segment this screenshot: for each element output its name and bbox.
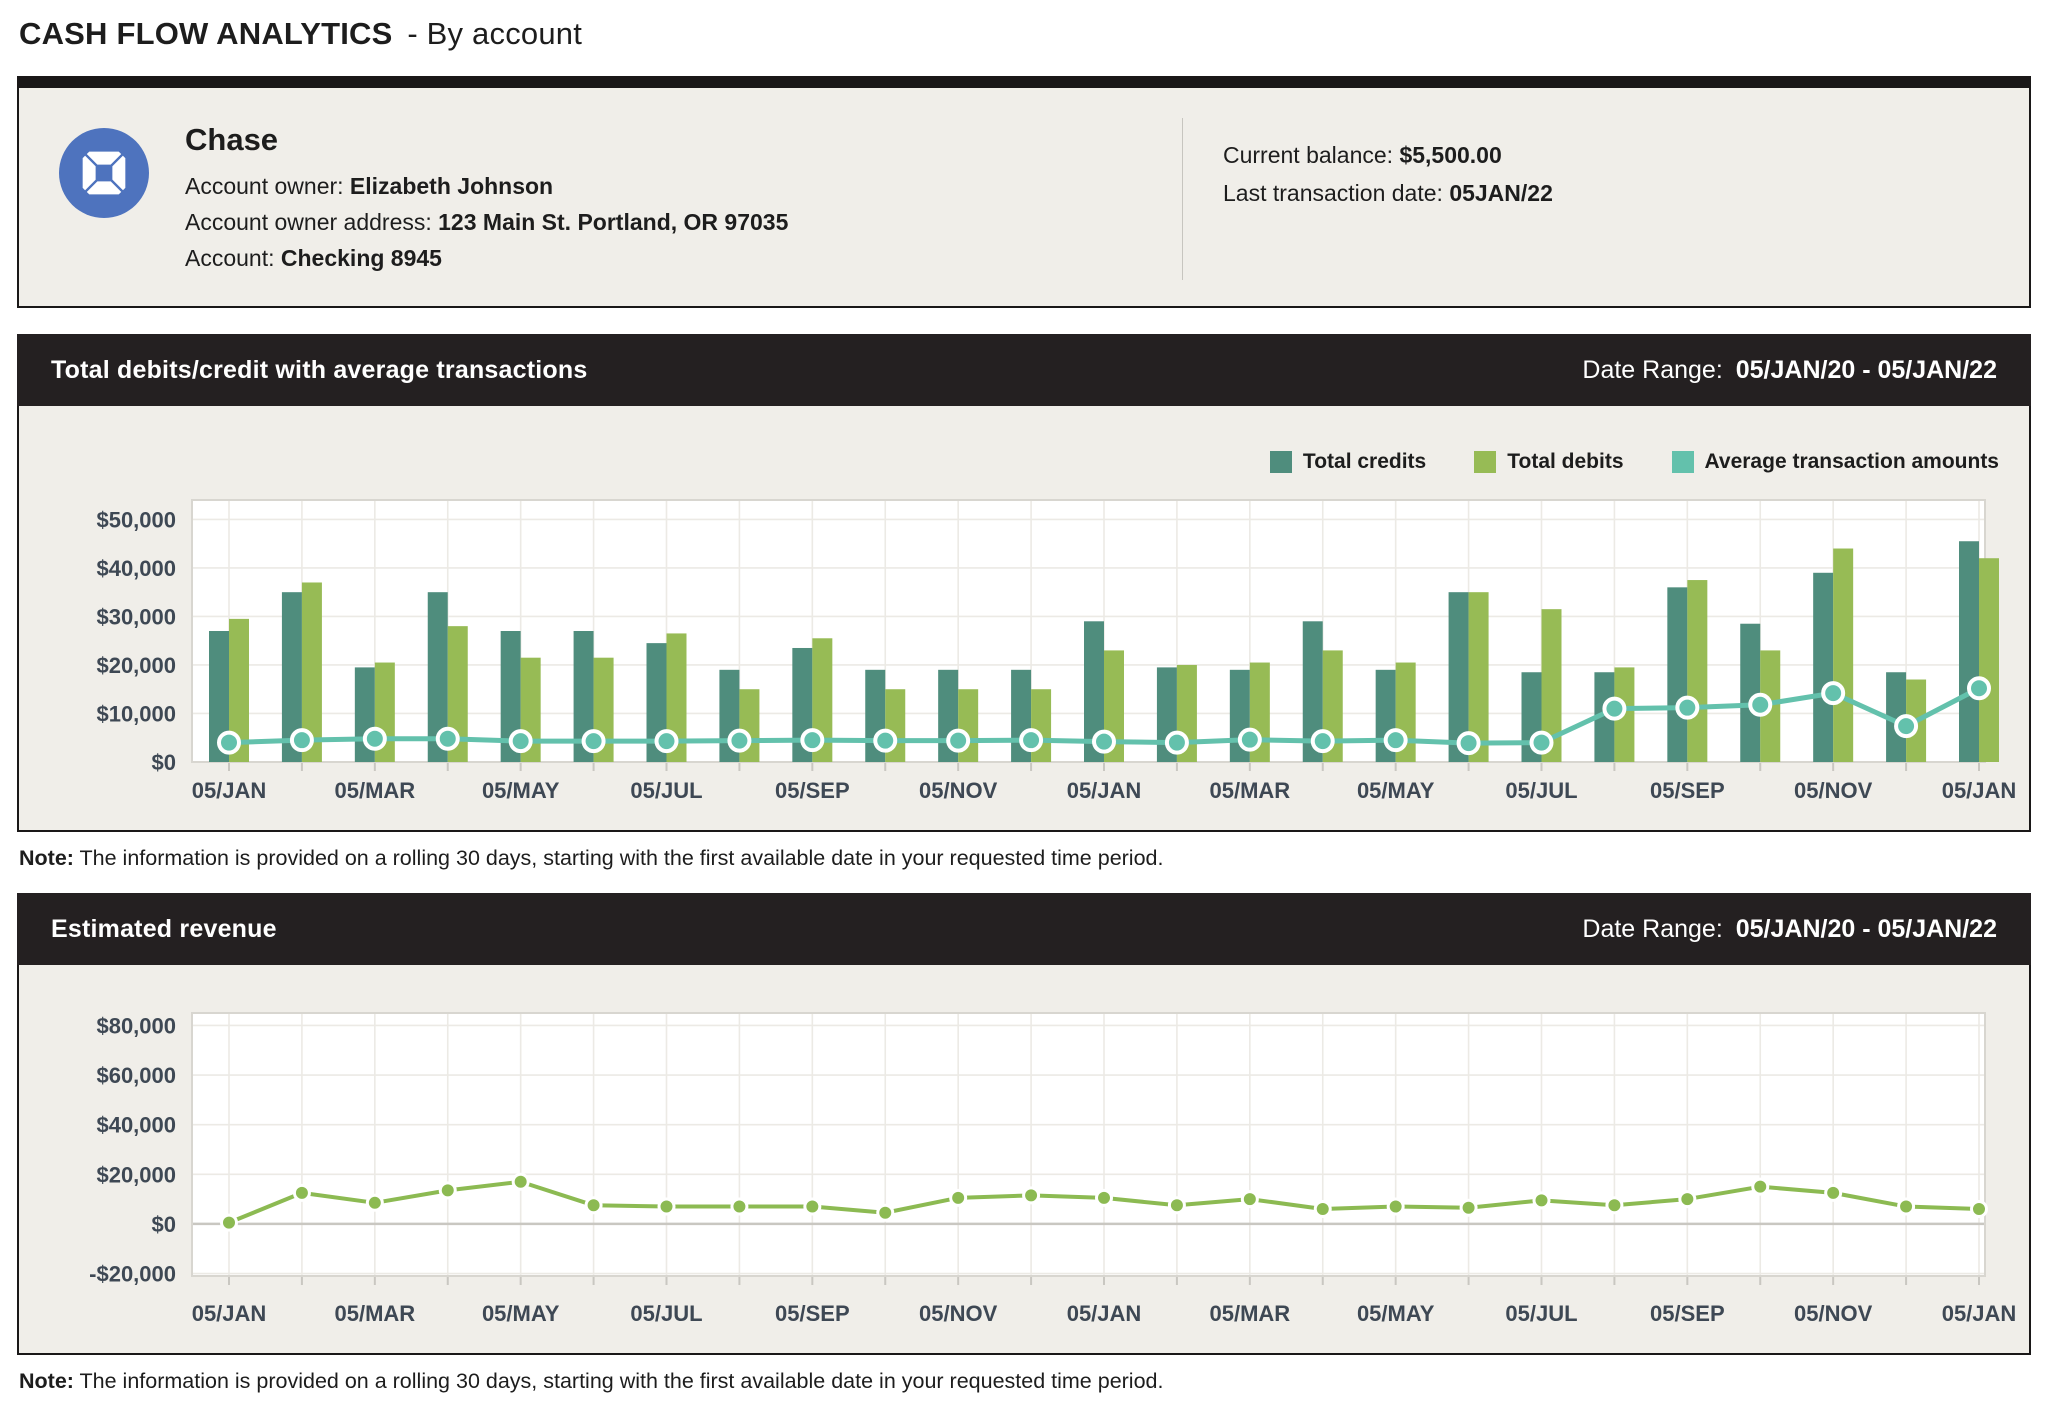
legend-label: Total debits	[1507, 450, 1624, 473]
account-address-value: 123 Main St. Portland, OR 97035	[438, 209, 789, 235]
legend-label: Total credits	[1302, 450, 1427, 473]
estimated-revenue-date-range: Date Range: 05/JAN/20 - 05/JAN/22	[1582, 915, 1997, 944]
account-card-left: Chase Account owner: Elizabeth Johnson A…	[19, 88, 1182, 306]
svg-text:$40,000: $40,000	[96, 1113, 176, 1138]
legend-swatch-icon	[1269, 451, 1292, 473]
account-number-value: Checking 8945	[280, 245, 442, 271]
date-range-label: Date Range:	[1582, 355, 1723, 384]
note-label: Note:	[19, 846, 74, 870]
svg-text:05/JAN: 05/JAN	[192, 1301, 267, 1326]
legend-item-average-transaction-amounts: Average transaction amounts	[1671, 450, 1999, 474]
debits-credits-panel-header: Total debits/credit with average transac…	[17, 334, 2031, 406]
current-balance-value: $5,500.00	[1399, 142, 1502, 168]
svg-text:$60,000: $60,000	[96, 1063, 176, 1088]
chase-logo-icon	[59, 128, 149, 218]
page-title-suffix: - By account	[407, 16, 583, 51]
svg-text:05/NOV: 05/NOV	[1794, 1301, 1873, 1326]
estimated-revenue-panel-body: 05/JAN 05/MAR 05/MAY 05/JUL 05/SEP 05/NOV 05/J…	[17, 965, 2031, 1355]
svg-text:05/JAN: 05/JAN	[1067, 778, 1142, 803]
estimated-revenue-panel-title: Estimated revenue	[51, 914, 277, 943]
chart-note: Note: The information is provided on a r…	[19, 1369, 2029, 1394]
svg-text:05/SEP: 05/SEP	[1650, 778, 1725, 803]
account-info: Chase Account owner: Elizabeth Johnson A…	[185, 122, 788, 306]
legend-item-total-credits: Total credits	[1269, 450, 1427, 474]
date-range-label: Date Range:	[1582, 914, 1723, 943]
svg-text:05/JUL: 05/JUL	[1505, 778, 1577, 803]
chart-legend: Total credits Total debits Average transac…	[1269, 450, 1999, 474]
last-transaction-label: Last transaction date:	[1223, 180, 1443, 206]
date-range-value: 05/JAN/20 - 05/JAN/22	[1735, 355, 1997, 384]
last-transaction-row: Last transaction date: 05JAN/22	[1223, 174, 2029, 212]
svg-text:$0: $0	[152, 1212, 176, 1237]
bank-name: Chase	[185, 122, 279, 157]
svg-text:05/JUL: 05/JUL	[1505, 1301, 1577, 1326]
svg-text:05/SEP: 05/SEP	[775, 1301, 850, 1326]
page-title-main: CASH FLOW ANALYTICS	[19, 16, 393, 51]
svg-text:-$20,000: -$20,000	[89, 1262, 176, 1287]
svg-text:05/JAN: 05/JAN	[1067, 1301, 1142, 1326]
note-text: The information is provided on a rolling…	[79, 1369, 1164, 1393]
svg-text:05/MAR: 05/MAR	[334, 1301, 415, 1326]
estimated-revenue-panel-header: Estimated revenue Date Range: 05/JAN/20 …	[17, 893, 2031, 965]
account-owner-label: Account owner:	[185, 173, 344, 199]
last-transaction-value: 05JAN/22	[1449, 180, 1553, 206]
svg-text:$50,000: $50,000	[96, 507, 176, 532]
account-number-row: Account: Checking 8945	[185, 240, 788, 276]
debits-credits-panel: Total debits/credit with average transac…	[17, 334, 2031, 832]
svg-text:05/NOV: 05/NOV	[1794, 778, 1873, 803]
account-address-label: Account owner address:	[185, 209, 432, 235]
svg-text:05/JUL: 05/JUL	[630, 1301, 702, 1326]
date-range-value: 05/JAN/20 - 05/JAN/22	[1735, 914, 1997, 943]
svg-text:05/NOV: 05/NOV	[919, 778, 998, 803]
account-owner-value: Elizabeth Johnson	[349, 173, 554, 199]
svg-text:05/JAN: 05/JAN	[192, 778, 267, 803]
current-balance-row: Current balance: $5,500.00	[1223, 136, 2029, 174]
svg-text:05/MAY: 05/MAY	[482, 1301, 560, 1326]
svg-text:$80,000: $80,000	[96, 1013, 176, 1038]
legend-swatch-icon	[1671, 451, 1694, 473]
svg-text:05/MAR: 05/MAR	[1209, 778, 1290, 803]
legend-item-total-debits: Total debits	[1474, 450, 1624, 474]
svg-text:05/JAN: 05/JAN	[1942, 778, 2017, 803]
svg-text:05/MAR: 05/MAR	[334, 778, 415, 803]
svg-text:05/MAR: 05/MAR	[1209, 1301, 1290, 1326]
debits-credits-date-range: Date Range: 05/JAN/20 - 05/JAN/22	[1582, 356, 1997, 385]
svg-text:$0: $0	[152, 750, 176, 775]
svg-text:$30,000: $30,000	[96, 604, 176, 629]
svg-text:05/SEP: 05/SEP	[775, 778, 850, 803]
legend-swatch-icon	[1474, 451, 1497, 473]
account-card: Chase Account owner: Elizabeth Johnson A…	[17, 76, 2031, 308]
svg-text:$10,000: $10,000	[96, 701, 176, 726]
svg-text:05/NOV: 05/NOV	[919, 1301, 998, 1326]
debits-credits-panel-body: Total credits Total debits Average transac…	[17, 406, 2031, 832]
svg-text:05/MAY: 05/MAY	[482, 778, 560, 803]
account-owner-row: Account owner: Elizabeth Johnson	[185, 168, 788, 204]
estimated-revenue-chart: 05/JAN 05/MAR 05/MAY 05/JUL 05/SEP 05/NOV 05/J…	[89, 1012, 2017, 1326]
debits-credits-chart: 05/JAN 05/MAR 05/MAY 05/JUL 05/SEP 05/NOV 05/J…	[96, 499, 2017, 803]
svg-text:05/JAN: 05/JAN	[1942, 1301, 2017, 1326]
debits-credits-panel-title: Total debits/credit with average transac…	[51, 355, 588, 384]
chart-note: Note: The information is provided on a r…	[19, 846, 2029, 871]
note-label: Note:	[19, 1369, 74, 1393]
svg-text:$40,000: $40,000	[96, 556, 176, 581]
account-address-row: Account owner address: 123 Main St. Port…	[185, 204, 788, 240]
svg-text:05/SEP: 05/SEP	[1650, 1301, 1725, 1326]
estimated-revenue-panel: Estimated revenue Date Range: 05/JAN/20 …	[17, 893, 2031, 1355]
svg-text:05/JUL: 05/JUL	[630, 778, 702, 803]
svg-text:$20,000: $20,000	[96, 653, 176, 678]
account-summary: Current balance: $5,500.00 Last transact…	[1182, 118, 2029, 280]
current-balance-label: Current balance:	[1223, 142, 1394, 168]
page-title: CASH FLOW ANALYTICS - By account	[19, 16, 2031, 52]
note-text: The information is provided on a rolling…	[79, 846, 1164, 870]
legend-label: Average transaction amounts	[1704, 450, 1999, 473]
svg-text:$20,000: $20,000	[96, 1162, 176, 1187]
svg-text:05/MAY: 05/MAY	[1357, 1301, 1435, 1326]
account-number-label: Account:	[185, 245, 275, 271]
svg-text:05/MAY: 05/MAY	[1357, 778, 1435, 803]
